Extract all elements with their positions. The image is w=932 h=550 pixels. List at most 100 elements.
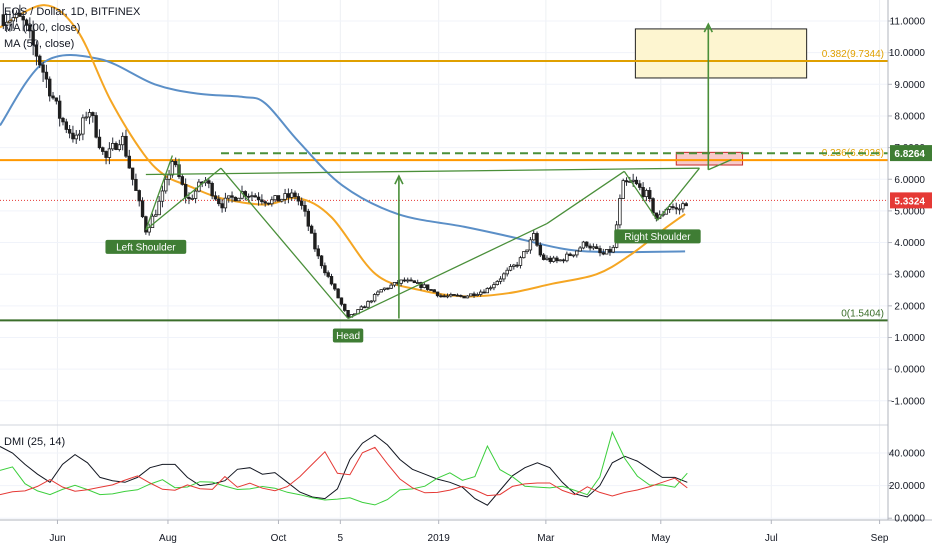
candle-down[interactable]	[671, 206, 675, 209]
candle-up[interactable]	[406, 279, 410, 282]
candle-down[interactable]	[638, 183, 642, 188]
candle-up[interactable]	[283, 193, 287, 200]
candle-down[interactable]	[296, 196, 301, 202]
candle-down[interactable]	[329, 276, 334, 285]
candle-down[interactable]	[634, 179, 639, 185]
candle-down[interactable]	[309, 225, 314, 234]
candle-up[interactable]	[445, 295, 450, 298]
candle-up[interactable]	[575, 250, 579, 256]
candle-down[interactable]	[38, 55, 42, 66]
candle-down[interactable]	[452, 294, 456, 296]
candle-up[interactable]	[14, 12, 19, 19]
candle-up[interactable]	[488, 287, 493, 290]
candle-down[interactable]	[429, 289, 433, 291]
candle-up[interactable]	[160, 190, 165, 202]
candle-down[interactable]	[409, 279, 413, 282]
candle-down[interactable]	[173, 161, 178, 166]
candle-down[interactable]	[402, 279, 407, 282]
candle-up[interactable]	[366, 301, 370, 308]
candle-down[interactable]	[541, 254, 546, 260]
candle-down[interactable]	[535, 233, 539, 246]
candle-down[interactable]	[124, 135, 128, 157]
candle-up[interactable]	[227, 195, 231, 199]
candle-up[interactable]	[290, 192, 294, 198]
candle-up[interactable]	[193, 190, 198, 199]
candle-down[interactable]	[435, 291, 440, 297]
candle-down[interactable]	[57, 100, 62, 119]
candle-down[interactable]	[28, 24, 32, 32]
candle-up[interactable]	[74, 134, 78, 140]
candle-down[interactable]	[21, 15, 25, 21]
candle-down[interactable]	[323, 265, 327, 274]
candle-up[interactable]	[475, 294, 480, 297]
candle-up[interactable]	[508, 266, 513, 271]
candle-up[interactable]	[117, 144, 122, 150]
candle-down[interactable]	[134, 178, 138, 191]
candle-down[interactable]	[54, 97, 59, 102]
candle-down[interactable]	[130, 167, 135, 180]
candle-up[interactable]	[618, 198, 622, 226]
candle-down[interactable]	[31, 30, 35, 46]
candle-up[interactable]	[667, 206, 672, 210]
candle-down[interactable]	[207, 180, 211, 184]
candle-down[interactable]	[114, 143, 118, 150]
candle-down[interactable]	[187, 196, 191, 200]
candle-down[interactable]	[326, 272, 330, 277]
candle-up[interactable]	[84, 116, 88, 119]
candle-up[interactable]	[532, 233, 536, 241]
candle-down[interactable]	[217, 198, 221, 205]
candle-up[interactable]	[478, 291, 483, 295]
candle-down[interactable]	[127, 155, 131, 169]
candle-down[interactable]	[362, 306, 367, 309]
candle-down[interactable]	[104, 151, 108, 158]
candle-up[interactable]	[611, 246, 615, 253]
candle-up[interactable]	[273, 195, 277, 201]
candle-up[interactable]	[681, 203, 685, 210]
candle-down[interactable]	[585, 241, 589, 247]
candle-down[interactable]	[303, 205, 307, 212]
candle-down[interactable]	[71, 132, 75, 140]
candle-down[interactable]	[61, 117, 65, 123]
candle-up[interactable]	[578, 247, 582, 252]
candle-up[interactable]	[512, 264, 516, 267]
candle-down[interactable]	[339, 297, 344, 305]
candle-down[interactable]	[472, 293, 476, 297]
candle-down[interactable]	[48, 78, 52, 97]
candle-up[interactable]	[359, 306, 364, 310]
candle-up[interactable]	[621, 180, 625, 199]
candle-down[interactable]	[256, 196, 261, 201]
candle-down[interactable]	[538, 244, 543, 256]
candle-down[interactable]	[515, 264, 519, 267]
candle-up[interactable]	[505, 269, 509, 275]
candle-up[interactable]	[581, 241, 586, 249]
candle-up[interactable]	[399, 279, 403, 284]
candle-down[interactable]	[561, 259, 566, 262]
candle-down[interactable]	[101, 147, 105, 152]
candle-up[interactable]	[167, 174, 171, 180]
candle-up[interactable]	[525, 249, 529, 253]
candle-up[interactable]	[81, 117, 85, 135]
candle-down[interactable]	[598, 248, 602, 254]
candle-up[interactable]	[551, 257, 556, 262]
candle-up[interactable]	[170, 161, 175, 176]
candle-down[interactable]	[601, 252, 606, 255]
candle-down[interactable]	[425, 284, 430, 290]
candle-up[interactable]	[545, 257, 549, 260]
candle-up[interactable]	[677, 208, 682, 211]
candle-up[interactable]	[415, 282, 420, 284]
candle-down[interactable]	[386, 287, 390, 290]
candle-down[interactable]	[459, 295, 463, 297]
candle-up[interactable]	[522, 251, 526, 259]
candle-down[interactable]	[624, 180, 629, 183]
candle-up[interactable]	[157, 200, 161, 216]
candle-down[interactable]	[462, 295, 466, 299]
candle-down[interactable]	[276, 195, 281, 202]
candle-down[interactable]	[319, 255, 324, 267]
candle-down[interactable]	[137, 190, 141, 202]
candle-up[interactable]	[604, 249, 609, 255]
candle-up[interactable]	[4, 21, 9, 26]
candle-up[interactable]	[154, 214, 158, 217]
candle-down[interactable]	[439, 295, 443, 298]
candle-down[interactable]	[183, 184, 188, 198]
candle-down[interactable]	[568, 253, 572, 256]
